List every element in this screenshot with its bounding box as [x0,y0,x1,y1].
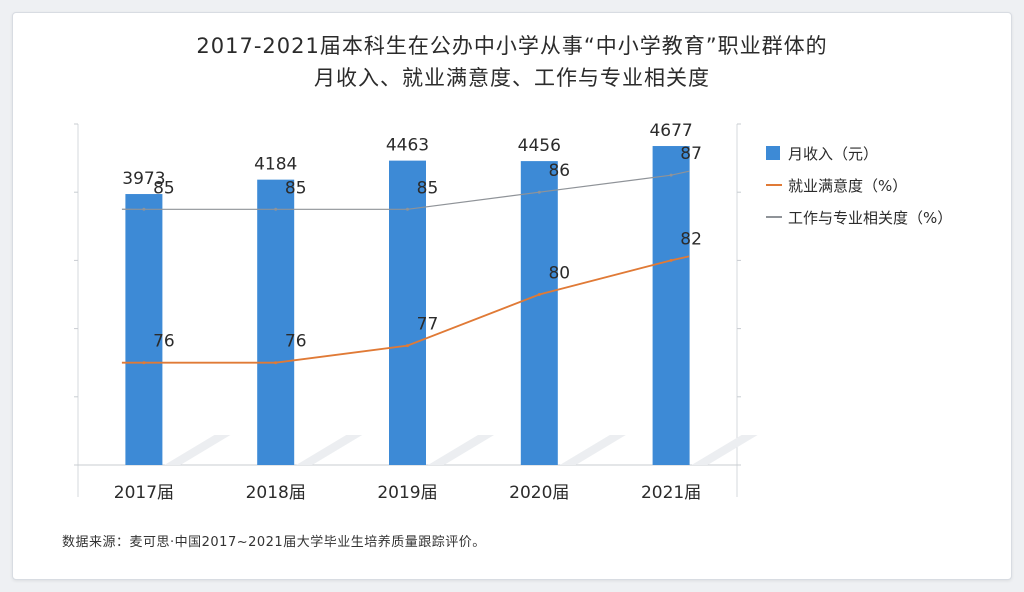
bar-value-label: 4677 [649,121,692,141]
bar-monthly-income [257,179,295,466]
x-tick-label: 2020届 [509,483,569,503]
x-tick-label: 2018届 [246,483,306,503]
chart-title-line-2: 月收入、就业满意度、工作与专业相关度 [314,66,710,90]
chart-card [12,12,1012,580]
satisfaction-value-label: 76 [153,332,175,352]
bar-shadow [559,435,626,465]
relevance-value-label: 85 [153,178,175,198]
data-source-note: 数据来源：麦可思·中国2017~2021届大学毕业生培养质量跟踪评价。 [62,535,486,550]
point-employment-satisfaction [142,361,146,365]
chart-title-line-1: 2017-2021届本科生在公办中小学从事“中小学教育”职业群体的 [196,34,828,58]
bar-monthly-income [125,194,163,466]
bar-shadow [691,435,758,465]
legend-swatch-monthly-income [766,146,780,160]
x-tick-label: 2021届 [641,483,701,503]
x-tick-label: 2017届 [114,483,174,503]
legend-label: 工作与专业相关度（%） [788,209,952,227]
point-major-relevance [537,190,541,194]
point-employment-satisfaction [274,361,278,365]
satisfaction-value-label: 82 [680,229,702,249]
legend-label: 月收入（元） [788,145,878,163]
point-major-relevance [142,207,146,211]
bar-monthly-income [389,160,426,465]
bar-value-label: 4456 [518,136,561,156]
bar-shadow [164,435,231,465]
point-major-relevance [274,207,278,211]
bar-value-label: 3973 [122,169,165,189]
relevance-value-label: 85 [417,178,439,198]
satisfaction-value-label: 77 [417,315,439,335]
bar-shadow [428,435,494,465]
point-major-relevance [406,207,409,211]
bar-value-label: 4184 [254,155,297,175]
bar-monthly-income [520,161,558,465]
legend-label: 就业满意度（%） [788,177,907,195]
relevance-value-label: 86 [548,161,570,181]
point-major-relevance [669,173,673,177]
bar-monthly-income [652,146,690,465]
x-tick-label: 2019届 [377,483,437,503]
point-employment-satisfaction [537,293,541,296]
satisfaction-value-label: 80 [548,264,570,284]
relevance-value-label: 87 [680,144,702,164]
bar-shadow [296,435,363,465]
point-employment-satisfaction [669,258,673,262]
bar-value-label: 4463 [386,136,429,156]
satisfaction-value-label: 76 [285,332,307,352]
relevance-value-label: 85 [285,178,307,198]
point-employment-satisfaction [406,344,409,348]
